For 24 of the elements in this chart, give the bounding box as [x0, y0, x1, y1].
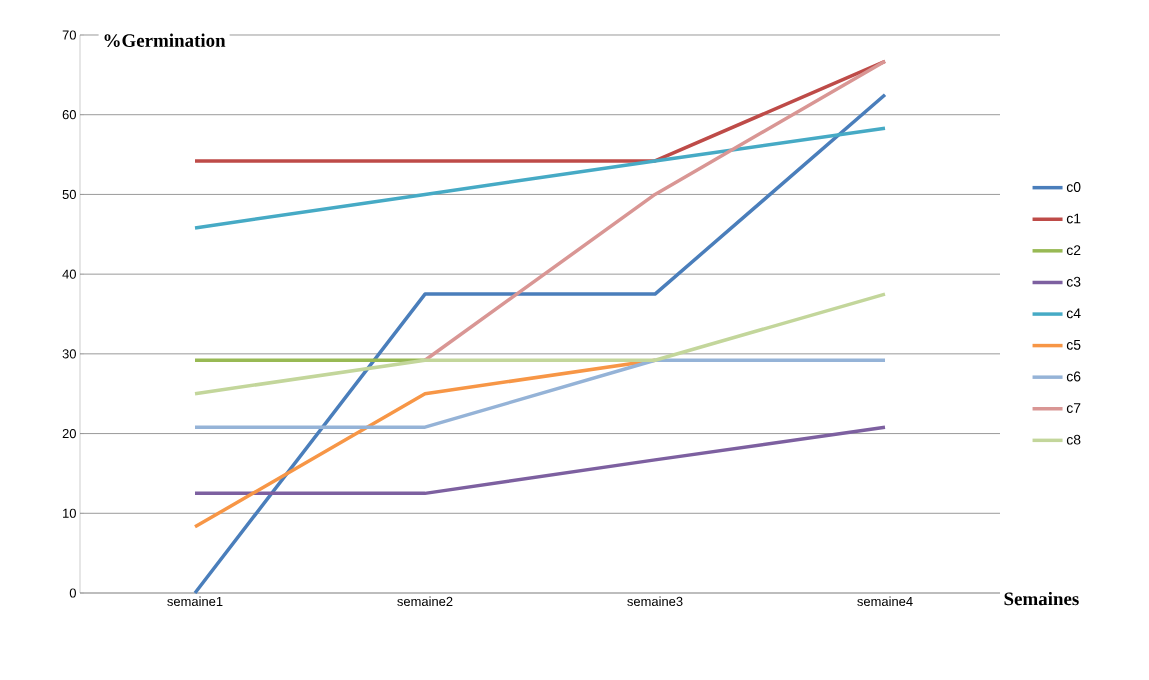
legend-label: c6	[1066, 371, 1081, 382]
y-axis-title: %Germination	[104, 33, 226, 47]
legend-label: c0	[1066, 182, 1081, 192]
y-tick-label: 0	[69, 588, 76, 598]
legend-label: c8	[1066, 434, 1081, 445]
y-tick-label: 70	[62, 30, 76, 40]
y-tick-label: 20	[62, 428, 76, 439]
legend-label: c1	[1066, 213, 1081, 224]
x-tick-label: semaine4	[857, 596, 913, 607]
x-tick-label: semaine2	[397, 596, 453, 607]
x-axis-title: Semaines	[1004, 591, 1079, 606]
y-tick-label: 40	[62, 269, 76, 279]
line-series	[193, 126, 887, 230]
x-tick-label: semaine1	[167, 596, 223, 607]
y-tick-label: 10	[63, 508, 76, 518]
legend-label: c5	[1066, 340, 1081, 350]
y-tick-label: 60	[62, 110, 76, 120]
legend-label: c4	[1066, 308, 1081, 319]
legend-label: c7	[1066, 403, 1081, 413]
legend-label: c3	[1066, 276, 1081, 287]
y-tick-label: 30	[62, 349, 76, 359]
x-tick-label: semaine3	[627, 596, 683, 607]
legend-label: c2	[1066, 245, 1081, 256]
y-tick-label: 50	[62, 189, 76, 200]
